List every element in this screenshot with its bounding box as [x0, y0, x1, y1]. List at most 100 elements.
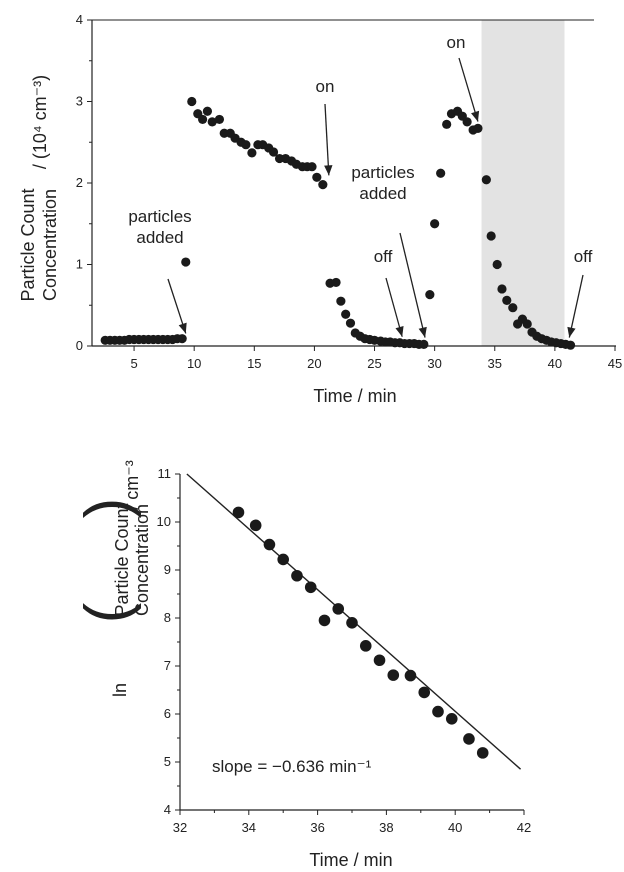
- data-point: [341, 309, 351, 319]
- y-axis-paren-close: ): [73, 498, 142, 519]
- data-point: [373, 654, 386, 667]
- y-tick-label: 4: [76, 12, 83, 27]
- y-axis-label-line1: Particle Count: [112, 503, 132, 616]
- data-point: [207, 117, 217, 127]
- annotation-arrow-head: [471, 110, 480, 122]
- x-tick-label: 40: [448, 820, 462, 835]
- data-point: [318, 614, 331, 627]
- y-axis-ln-prefix: ln: [110, 683, 130, 697]
- data-point: [291, 569, 303, 582]
- data-point: [497, 284, 507, 294]
- data-point: [445, 713, 458, 725]
- data-point: [486, 231, 496, 241]
- annotation-particles-added-2: particles added: [351, 163, 414, 203]
- annotation-off-2: off: [574, 247, 593, 266]
- y-tick-label: 1: [76, 257, 83, 272]
- data-point: [473, 123, 483, 133]
- data-point: [425, 290, 435, 300]
- x-tick-label: 15: [247, 356, 261, 371]
- data-point: [404, 669, 417, 682]
- x-tick-label: 25: [367, 356, 381, 371]
- y-tick-label: 6: [164, 706, 171, 721]
- data-point: [565, 340, 576, 350]
- data-point: [214, 114, 225, 125]
- annotation-arrow-shaft: [324, 103, 330, 176]
- data-point: [307, 162, 317, 172]
- data-point: [432, 705, 444, 718]
- annotation-arrow-shaft: [399, 232, 426, 338]
- data-point: [181, 257, 191, 267]
- data-point: [187, 96, 197, 107]
- data-point: [312, 172, 322, 182]
- annotation-particles-added-1: particles added: [128, 207, 191, 247]
- data-point: [332, 603, 345, 615]
- data-point: [249, 519, 262, 532]
- data-point: [198, 114, 208, 125]
- data-point: [318, 180, 328, 190]
- data-point: [202, 106, 213, 116]
- data-point: [508, 303, 518, 313]
- y-tick-label: 8: [164, 610, 171, 625]
- data-point: [346, 617, 358, 629]
- chart-b-ticks: 4 5 6 7 8 9 10 11 32 34 36 38 40 42: [157, 466, 532, 835]
- y-tick-label: 7: [164, 658, 171, 673]
- data-point: [263, 538, 276, 551]
- chart-b: 4 5 6 7 8 9 10 11 32 34 36 38 40 42 slope = −0.636 mi…: [73, 460, 531, 870]
- y-tick-label: 11: [158, 466, 172, 481]
- x-tick-label: 30: [427, 356, 441, 371]
- data-point: [502, 295, 512, 305]
- annotation-arrow-head: [395, 325, 404, 337]
- data-point: [177, 334, 187, 344]
- data-point: [232, 506, 245, 519]
- x-tick-label: 40: [548, 356, 562, 371]
- x-tick-label: 35: [488, 356, 502, 371]
- data-point: [476, 747, 489, 759]
- x-axis-label: Time / min: [309, 850, 392, 870]
- annotation-arrow-head: [324, 165, 333, 176]
- data-point: [442, 119, 452, 129]
- annotation-arrow-shaft: [385, 277, 403, 337]
- slope-annotation: slope = −0.636 min⁻¹: [212, 757, 372, 776]
- y-tick-label: 0: [76, 338, 83, 353]
- shaded-region: [481, 20, 565, 346]
- y-tick-label: 10: [157, 514, 171, 529]
- data-point: [247, 148, 257, 158]
- x-tick-label: 32: [173, 820, 187, 835]
- chart-b-points: [232, 506, 489, 759]
- y-tick-label: 4: [164, 802, 171, 817]
- annotation-arrow-head: [178, 322, 187, 334]
- x-tick-label: 10: [187, 356, 201, 371]
- annotation-arrow-shaft: [568, 274, 584, 338]
- data-point: [522, 319, 532, 329]
- data-point: [241, 140, 251, 150]
- y-axis-paren-open: (: [73, 602, 142, 623]
- x-tick-label: 5: [130, 356, 137, 371]
- y-tick-label: 5: [164, 754, 171, 769]
- data-point: [463, 733, 475, 745]
- y-axis-unit: / cm⁻³: [122, 460, 142, 510]
- data-point: [419, 339, 429, 349]
- x-tick-label: 20: [307, 356, 321, 371]
- data-point: [462, 117, 472, 127]
- annotation-arrow-head: [418, 326, 427, 338]
- data-point: [331, 277, 341, 288]
- annotation-on-1: on: [316, 77, 335, 96]
- data-point: [359, 640, 372, 652]
- annotation-on-2: on: [447, 33, 466, 52]
- data-point: [430, 219, 440, 229]
- y-axis-label-line2: Concentration: [40, 189, 60, 301]
- annotation-off-1: off: [374, 247, 393, 266]
- y-axis-unit: / (10⁴ cm⁻³): [30, 75, 50, 169]
- annotation-arrow-shaft: [458, 57, 479, 122]
- y-tick-label: 9: [164, 562, 171, 577]
- data-point: [345, 318, 356, 328]
- chart-a-annotations: particles added on off particles added on off: [128, 33, 593, 338]
- data-point: [336, 296, 346, 306]
- x-tick-label: 36: [310, 820, 324, 835]
- data-point: [304, 581, 317, 594]
- x-tick-label: 42: [517, 820, 531, 835]
- data-point: [436, 168, 446, 178]
